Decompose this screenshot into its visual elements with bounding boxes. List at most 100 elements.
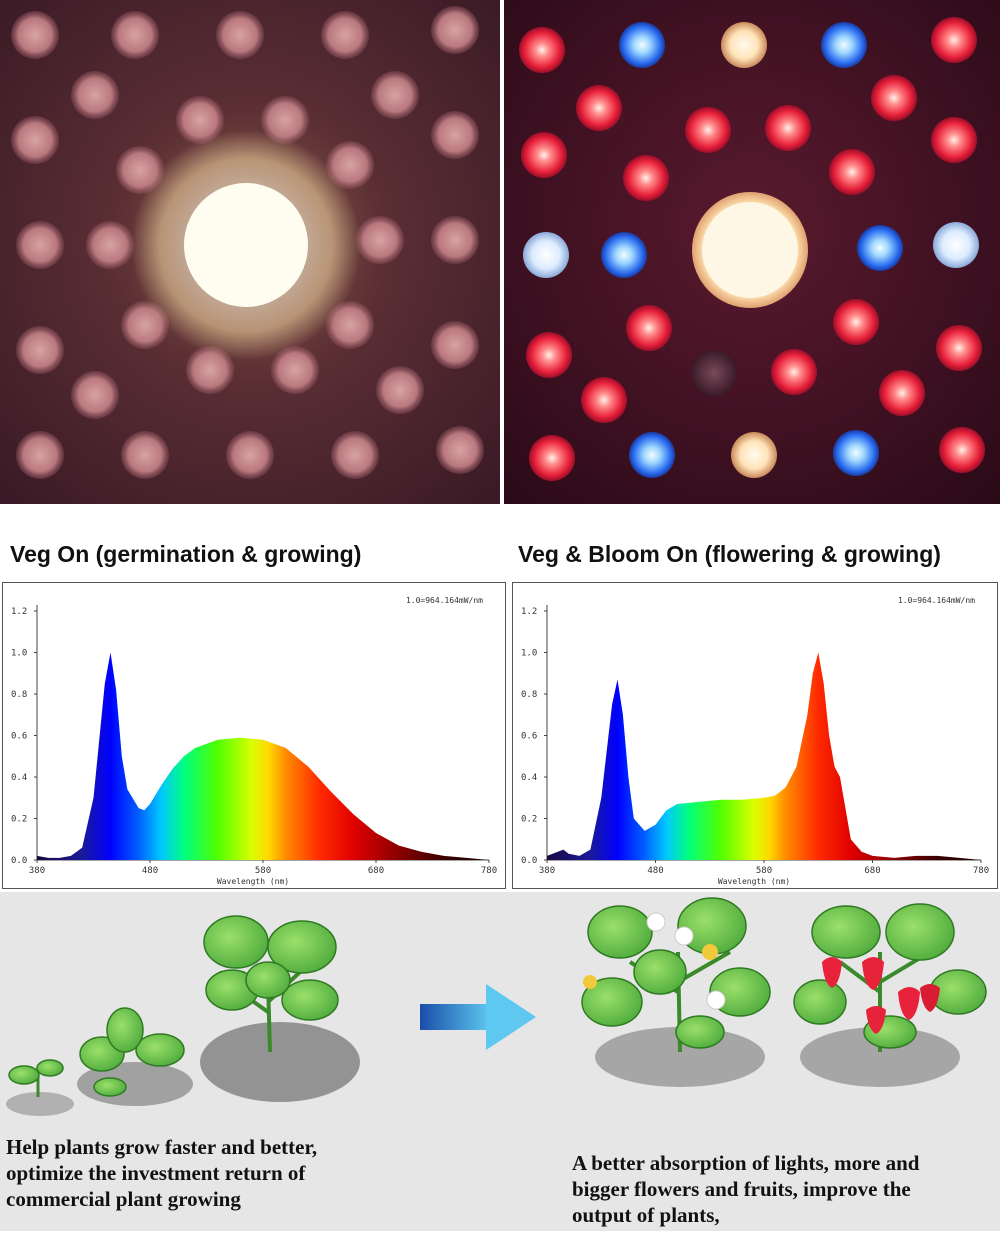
led-dim-icon xyxy=(121,431,169,479)
plant-growth-art xyxy=(6,897,987,1116)
led-red-icon xyxy=(626,305,672,351)
led-red-icon xyxy=(529,435,575,481)
veg-caption-line: commercial plant growing xyxy=(6,1187,241,1211)
led-dim-icon xyxy=(16,221,64,269)
led-dim-icon xyxy=(271,346,319,394)
led-dim-icon xyxy=(71,71,119,119)
led-dim-icon xyxy=(371,71,419,119)
veg-spectrum-svg: 0.0 0.2 0.4 0.6 0.8 1.0 1.2 380 480 580 680 780 Wave… xyxy=(11,596,497,886)
led-red-icon xyxy=(931,17,977,63)
x-tick-label: 780 xyxy=(973,866,989,876)
veg-spectrum-chart: 0.0 0.2 0.4 0.6 0.8 1.0 1.2 380 480 580 680 780 Wave… xyxy=(2,582,506,889)
y-tick-label: 0.8 xyxy=(521,690,537,700)
y-tick-label: 0.6 xyxy=(11,732,27,742)
x-tick-label: 480 xyxy=(142,866,158,876)
led-red-icon xyxy=(829,149,875,195)
y-tick-label: 0.0 xyxy=(521,856,537,866)
led-red-icon xyxy=(931,117,977,163)
led-red-icon xyxy=(521,132,567,178)
led-dim-icon xyxy=(356,216,404,264)
x-tick-label: 580 xyxy=(756,866,772,876)
veg-bloom-caption: A better absorption of lights, more and … xyxy=(572,1150,992,1228)
flowering-plant-icon xyxy=(581,897,771,1087)
spectrum-area xyxy=(547,652,981,860)
cob-led-full-spectrum-icon xyxy=(504,0,1000,504)
x-axis-label: Wavelength (nm) xyxy=(217,877,289,886)
y-tick-label: 1.0 xyxy=(521,649,537,659)
y-tick-label: 0.8 xyxy=(11,690,27,700)
veg-bloom-chart-title: Veg & Bloom On (flowering & growing) xyxy=(518,541,941,567)
x-tick-label: 680 xyxy=(368,866,384,876)
y-tick-label: 0.2 xyxy=(521,815,537,825)
veg-chart-title: Veg On (germination & growing) xyxy=(10,541,362,567)
led-blue-icon xyxy=(601,232,647,278)
led-red-icon xyxy=(526,332,572,378)
led-dim-icon xyxy=(186,346,234,394)
led-dim-icon xyxy=(376,366,424,414)
led-dim-icon xyxy=(226,431,274,479)
led-dim-icon xyxy=(86,221,134,269)
x-tick-label: 380 xyxy=(539,866,555,876)
veg-bloom-spectrum-svg: 0.0 0.2 0.4 0.6 0.8 1.0 1.2 380 480 580 680 780 Wave… xyxy=(521,596,989,886)
led-dim-icon xyxy=(431,216,479,264)
led-red-icon xyxy=(623,155,669,201)
y-tick-label: 0.0 xyxy=(11,856,27,866)
y-tick-label: 1.0 xyxy=(11,649,27,659)
led-off-icon xyxy=(691,350,737,396)
led-dim-icon xyxy=(431,111,479,159)
y-tick-label: 0.6 xyxy=(521,732,537,742)
veg-caption-line: Help plants grow faster and better, xyxy=(6,1135,318,1159)
veg-caption-line: optimize the investment return of xyxy=(6,1161,306,1185)
scale-annotation: 1.0=964.164mW/nm xyxy=(898,596,975,605)
x-axis-label: Wavelength (nm) xyxy=(718,877,790,886)
led-dim-icon xyxy=(176,96,224,144)
veg-bloom-caption-line: bigger flowers and fruits, improve the xyxy=(572,1177,911,1201)
led-cool-white-icon xyxy=(523,232,569,278)
led-dim-icon xyxy=(321,11,369,59)
led-dim-icon xyxy=(216,11,264,59)
y-tick-label: 1.2 xyxy=(521,607,537,617)
led-red-icon xyxy=(685,107,731,153)
led-blue-icon xyxy=(619,22,665,68)
y-tick-label: 0.4 xyxy=(521,773,537,783)
veg-bloom-caption-line: output of plants, xyxy=(572,1203,720,1227)
x-tick-label: 780 xyxy=(481,866,497,876)
cob-led-warm-white-icon xyxy=(0,0,500,504)
led-dim-icon xyxy=(11,11,59,59)
led-dim-icon xyxy=(16,326,64,374)
fruiting-plant-icon xyxy=(793,903,987,1087)
seedling-medium-icon xyxy=(77,1007,193,1106)
plant-growth-illustration: Help plants grow faster and better, opti… xyxy=(0,892,1000,1231)
led-red-icon xyxy=(519,27,565,73)
veg-bloom-caption-line: A better absorption of lights, more and xyxy=(572,1151,920,1175)
led-dim-icon xyxy=(431,6,479,54)
veg-bloom-mode-photo xyxy=(504,0,1000,504)
seedling-small-icon xyxy=(6,1059,74,1116)
growth-arrow-icon xyxy=(420,984,536,1050)
veg-mode-photo xyxy=(0,0,500,504)
y-tick-label: 1.2 xyxy=(11,607,27,617)
led-red-icon xyxy=(939,427,985,473)
x-tick-label: 680 xyxy=(864,866,880,876)
led-red-icon xyxy=(871,75,917,121)
led-red-icon xyxy=(576,85,622,131)
led-warm-white-icon xyxy=(731,432,777,478)
led-cool-white-icon xyxy=(933,222,979,268)
veg-bloom-spectrum-chart: 0.0 0.2 0.4 0.6 0.8 1.0 1.2 380 480 580 680 780 Wave… xyxy=(512,582,998,889)
y-tick-label: 0.4 xyxy=(11,773,27,783)
led-dim-icon xyxy=(436,426,484,474)
led-blue-icon xyxy=(821,22,867,68)
led-red-icon xyxy=(879,370,925,416)
led-dim-icon xyxy=(431,321,479,369)
x-tick-label: 380 xyxy=(29,866,45,876)
led-dim-icon xyxy=(71,371,119,419)
scale-annotation: 1.0=964.164mW/nm xyxy=(406,596,483,605)
x-tick-label: 480 xyxy=(647,866,663,876)
y-tick-label: 0.2 xyxy=(11,815,27,825)
young-plant-icon xyxy=(200,915,360,1102)
spectrum-area xyxy=(37,652,489,860)
led-dim-icon xyxy=(111,11,159,59)
led-red-icon xyxy=(833,299,879,345)
led-dim-icon xyxy=(261,96,309,144)
led-red-icon xyxy=(936,325,982,371)
